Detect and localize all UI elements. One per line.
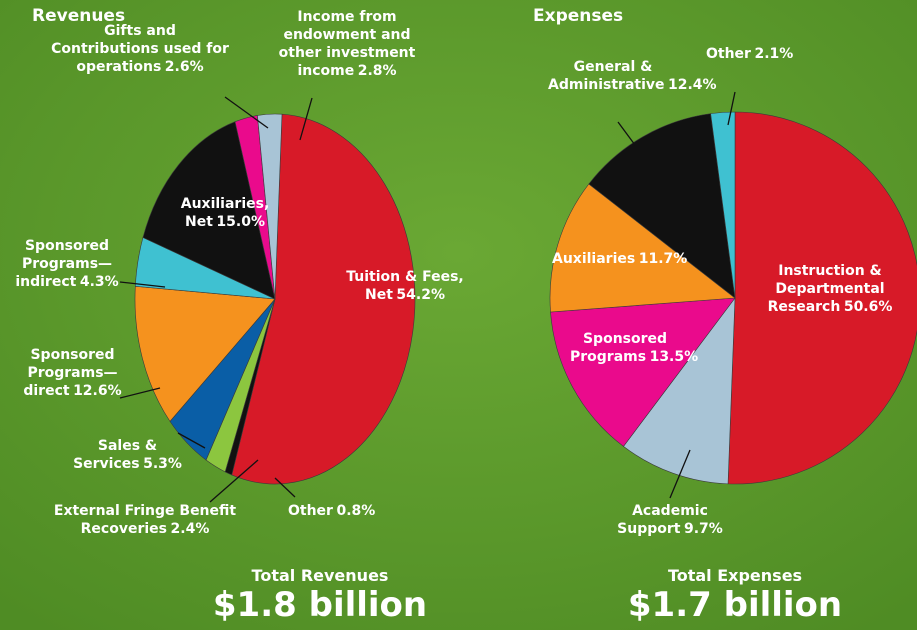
slice-name: Other xyxy=(288,503,333,519)
slice-value: 15.0% xyxy=(216,214,265,230)
total-value: $1.8 billion xyxy=(212,585,428,625)
pie-slice xyxy=(142,121,276,300)
slice-name: General & Administrative xyxy=(548,59,665,93)
slice-value: 12.6% xyxy=(73,383,122,399)
total-label: Total Expenses xyxy=(667,566,803,585)
pie-slice xyxy=(134,285,276,422)
chart-title: Revenues xyxy=(32,6,126,26)
slice-name: Sales & Services xyxy=(73,438,158,472)
slice-value: 4.3% xyxy=(79,274,119,290)
slice-name: Academic Support xyxy=(617,503,708,537)
slice-name: Tuition & Fees, Net xyxy=(346,269,464,303)
slice-name: Sponsored Programs—direct xyxy=(23,347,118,399)
slice-value: 2.6% xyxy=(164,59,204,75)
slice-label: General & Administrative 12.4% xyxy=(548,58,717,94)
slice-value: 2.1% xyxy=(754,46,794,62)
slice-name: Instruction & Departmental Research xyxy=(767,263,885,315)
pie-slice xyxy=(257,113,283,300)
slice-value: 2.4% xyxy=(170,521,210,537)
pie-slice xyxy=(710,111,736,299)
slice-value: 0.8% xyxy=(336,503,376,519)
slice-name: Auxiliaries xyxy=(552,251,636,267)
total-value: $1.7 billion xyxy=(627,585,843,625)
slice-value: 13.5% xyxy=(649,349,699,365)
slice-label: Gifts and Contributions used for operati… xyxy=(50,22,230,76)
slice-value: 9.7% xyxy=(683,521,723,537)
slice-value: 5.3% xyxy=(143,456,182,472)
slice-label: Auxiliaries 11.7% xyxy=(552,250,687,268)
slice-name: Income from endowment and other investme… xyxy=(278,9,416,79)
slice-label: Sponsored Programs 13.5% xyxy=(570,330,698,366)
slice-label: Other 0.8% xyxy=(288,502,375,520)
slice-value: 50.6% xyxy=(843,299,893,315)
pie-slice xyxy=(231,113,416,485)
slice-name: Sponsored Programs—indirect xyxy=(15,238,113,290)
pie-slice xyxy=(727,111,917,485)
slice-name: Sponsored Programs xyxy=(570,331,668,365)
slice-label: Income from endowment and other investme… xyxy=(262,8,432,80)
slice-value: 2.8% xyxy=(357,63,397,79)
slice-label: Sponsored Programs—direct 12.6% xyxy=(10,346,135,400)
pie-slice xyxy=(550,297,736,447)
pie-slice xyxy=(623,297,736,485)
slice-label: Sponsored Programs—indirect 4.3% xyxy=(12,237,122,291)
total: Total Revenues $1.8 billion xyxy=(190,566,450,625)
slice-name: Other xyxy=(706,46,751,62)
slice-label: Auxiliaries, Net 15.0% xyxy=(175,195,275,231)
slice-label: Instruction & Departmental Research 50.6% xyxy=(762,262,898,316)
slice-label: Sales & Services 5.3% xyxy=(70,437,185,473)
total: Total Expenses $1.7 billion xyxy=(605,566,865,625)
pie-slice xyxy=(588,113,736,299)
slice-label: Other 2.1% xyxy=(706,45,793,63)
total-label: Total Revenues xyxy=(251,566,389,585)
chart-title: Expenses xyxy=(533,6,624,26)
slice-name: Auxiliaries, Net xyxy=(180,196,270,230)
leader-lines xyxy=(119,91,736,503)
slice-value: 11.7% xyxy=(638,251,688,267)
slice-value: 54.2% xyxy=(396,287,445,303)
slice-label: Tuition & Fees, Net 54.2% xyxy=(345,268,465,304)
slice-label: External Fringe Benefit Recoveries 2.4% xyxy=(50,502,240,538)
slice-name: Gifts and Contributions used for operati… xyxy=(51,23,229,75)
pie-slice xyxy=(549,183,736,313)
slice-name: External Fringe Benefit Recoveries xyxy=(53,503,237,537)
slice-value: 12.4% xyxy=(668,77,717,93)
slice-label: Academic Support 9.7% xyxy=(605,502,735,538)
